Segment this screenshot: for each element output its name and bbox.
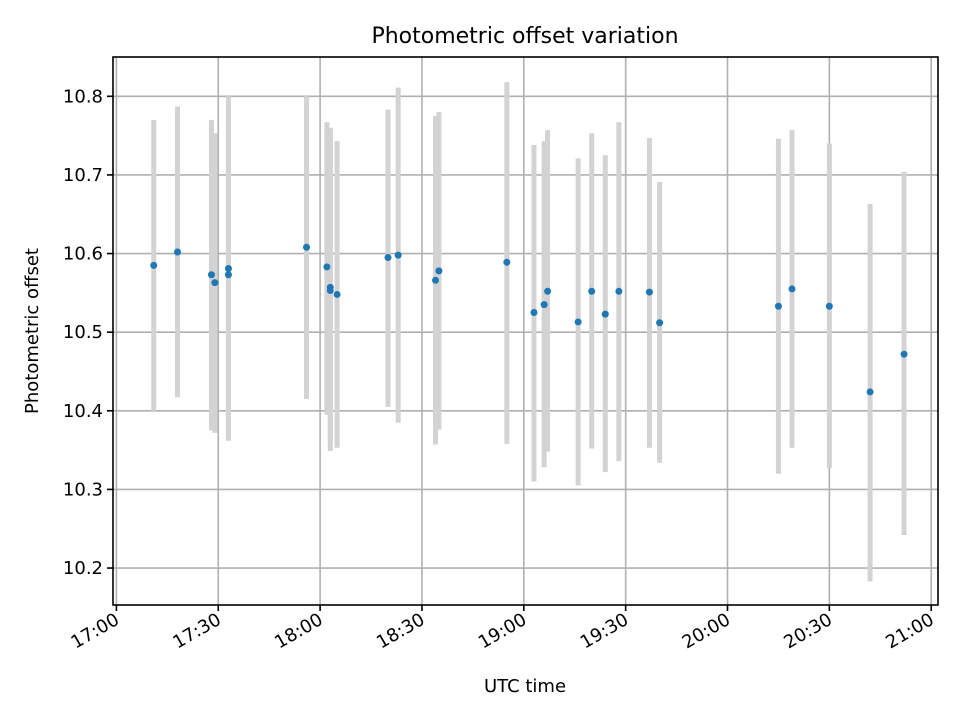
data-point (435, 267, 443, 275)
y-axis-label: Photometric offset (22, 248, 43, 414)
data-point (384, 253, 392, 261)
data-point (615, 287, 623, 295)
data-point (303, 243, 311, 251)
data-point (544, 287, 552, 295)
y-tick-label: 10.8 (63, 86, 103, 107)
plot-frame (112, 56, 939, 606)
data-point (788, 285, 796, 293)
data-point (503, 258, 511, 266)
data-point (588, 287, 596, 295)
data-point (323, 263, 331, 271)
data-point (432, 276, 440, 284)
y-tick-label: 10.4 (63, 401, 103, 422)
data-point (540, 301, 548, 309)
data-point (574, 318, 582, 326)
data-point (825, 302, 833, 310)
data-points (150, 243, 908, 396)
y-tick-label: 10.3 (63, 479, 103, 500)
x-axis-label: UTC time (484, 676, 566, 697)
y-tick-label: 10.6 (63, 244, 103, 265)
chart-title: Photometric offset variation (371, 24, 678, 49)
data-point (656, 319, 664, 327)
data-point (866, 388, 874, 396)
data-point (774, 302, 782, 310)
data-point (224, 271, 232, 279)
grid (113, 57, 938, 605)
y-tick-label: 10.5 (63, 322, 103, 343)
data-point (224, 264, 232, 272)
data-point (326, 283, 334, 291)
data-point (900, 350, 908, 358)
data-point (394, 251, 402, 259)
y-tick-label: 10.7 (63, 165, 103, 186)
y-tick-label: 10.2 (63, 558, 103, 579)
data-point (150, 261, 158, 269)
data-point (645, 288, 653, 296)
data-point (333, 290, 341, 298)
data-point (207, 271, 215, 279)
data-point (530, 309, 538, 317)
data-point (211, 279, 219, 287)
data-point (174, 248, 182, 256)
data-point (601, 310, 609, 318)
